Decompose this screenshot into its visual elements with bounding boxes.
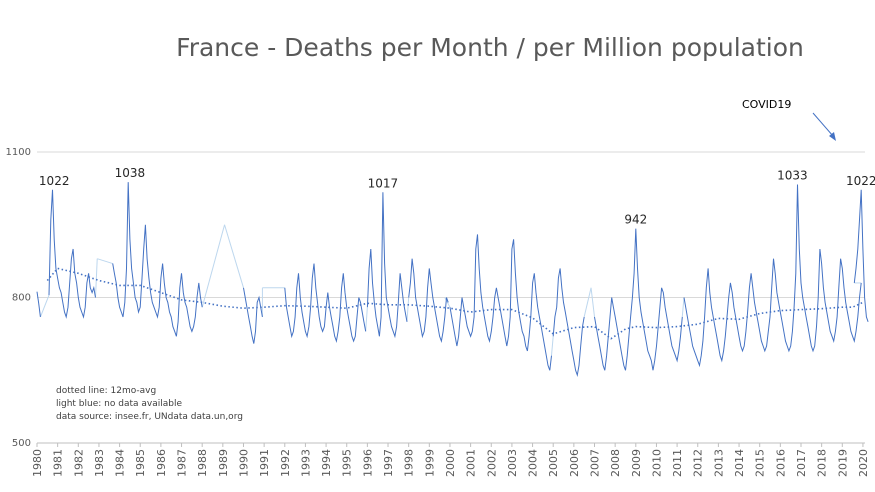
- x-tick-label: 1986: [155, 449, 168, 477]
- monthly-line: [853, 189, 869, 322]
- x-tick-label: 2007: [589, 449, 602, 477]
- x-tick-label: 1981: [52, 449, 65, 477]
- gap-line: [224, 224, 244, 288]
- gap-line: [97, 258, 113, 265]
- x-tick-label: 2015: [754, 449, 767, 477]
- gap-line: [201, 224, 226, 308]
- monthly-line: [48, 189, 96, 319]
- x-tick-label: 2016: [774, 449, 787, 477]
- x-tick-label: 1980: [31, 449, 44, 477]
- peak-label: 1022: [39, 174, 70, 188]
- x-tick-label: 1993: [299, 449, 312, 477]
- x-tick-label: 1984: [114, 449, 127, 477]
- x-tick-marks: [36, 443, 864, 447]
- monthly-line: [243, 287, 263, 344]
- y-tick-label: 800: [12, 293, 31, 304]
- peak-label: 1038: [115, 166, 146, 180]
- gap-line: [590, 287, 596, 317]
- x-tick-label: 2017: [795, 449, 808, 477]
- note-line: data source: insee.fr, UNdata data.un,or…: [56, 412, 243, 422]
- x-tick-label: 1997: [382, 449, 395, 477]
- x-tick-label: 2020: [857, 449, 870, 477]
- x-tick-label: 2006: [568, 449, 581, 477]
- gap-line: [550, 336, 554, 356]
- y-tick-labels: 500 800 1100: [6, 147, 31, 449]
- monthly-series: [36, 182, 869, 378]
- gap-line: [365, 307, 368, 332]
- x-tick-label: 1987: [176, 449, 189, 477]
- covid-arrow: [812, 112, 836, 141]
- x-tick-label: 2008: [609, 449, 622, 477]
- x-tick-label: 1982: [72, 449, 85, 477]
- gap-lines: [39, 224, 862, 356]
- x-tick-label: 2009: [630, 449, 643, 477]
- note-line: light blue: no data available: [56, 399, 182, 409]
- x-tick-label: 2010: [650, 449, 663, 477]
- gap-line: [583, 287, 592, 318]
- x-tick-labels: 1980 1981 1982 1983 1984 1985 1986 1987 1988 1989…: [31, 449, 870, 477]
- x-tick-label: 1992: [279, 449, 292, 477]
- x-tick-label: 2002: [485, 449, 498, 477]
- x-tick-label: 1996: [361, 449, 374, 477]
- monthly-line: [36, 291, 41, 317]
- gap-line: [444, 297, 451, 308]
- x-tick-label: 1983: [93, 449, 106, 477]
- x-tick-label: 1998: [403, 449, 416, 477]
- x-tick-label: 1985: [134, 449, 147, 477]
- x-tick-label: 2011: [671, 449, 684, 477]
- monthly-line: [112, 182, 203, 337]
- x-tick-label: 2004: [527, 449, 540, 477]
- gap-line: [39, 294, 50, 318]
- avg-series: [46, 267, 864, 340]
- covid-label: COVID19: [742, 98, 791, 111]
- monthly-line: [552, 268, 585, 378]
- peak-label: 1033: [777, 168, 808, 182]
- monthly-line: [366, 192, 408, 339]
- y-tick-label: 1100: [6, 147, 31, 158]
- peak-label: 1017: [368, 176, 399, 190]
- x-tick-label: 1999: [423, 449, 436, 477]
- monthly-line: [408, 258, 449, 343]
- x-tick-label: 2012: [692, 449, 705, 477]
- gap-line: [681, 297, 685, 317]
- monthly-line: [594, 228, 683, 371]
- gap-line: [94, 258, 98, 298]
- monthly-line: [449, 234, 552, 371]
- x-tick-label: 2001: [465, 449, 478, 477]
- x-tick-label: 2000: [444, 449, 457, 477]
- note-line: dotted line: 12mo-avg: [56, 386, 156, 396]
- y-tick-label: 500: [12, 438, 31, 449]
- x-tick-label: 1995: [341, 449, 354, 477]
- grid: [37, 151, 865, 444]
- x-tick-label: 2005: [547, 449, 560, 477]
- monthly-line: [683, 184, 862, 368]
- peak-label: 1022: [846, 174, 875, 188]
- x-tick-label: 2003: [506, 449, 519, 477]
- x-tick-label: 2013: [712, 449, 725, 477]
- x-tick-label: 2014: [733, 449, 746, 477]
- chart-title: France - Deaths per Month / per Million …: [176, 33, 804, 62]
- peak-label: 942: [624, 213, 647, 227]
- x-tick-label: 1988: [196, 449, 209, 477]
- monthly-line: [284, 263, 367, 344]
- x-tick-label: 1989: [217, 449, 230, 477]
- x-tick-label: 2019: [836, 449, 849, 477]
- x-tick-label: 1994: [320, 449, 333, 477]
- avg-line: [46, 267, 864, 340]
- x-tick-label: 2018: [816, 449, 829, 477]
- peak-labels: 1022 1038 1017 942 1033 1022: [39, 166, 875, 227]
- gap-line: [406, 297, 410, 322]
- x-tick-label: 1991: [258, 449, 271, 477]
- x-tick-label: 1990: [237, 449, 250, 477]
- notes: dotted line: 12mo-avg light blue: no dat…: [56, 386, 243, 422]
